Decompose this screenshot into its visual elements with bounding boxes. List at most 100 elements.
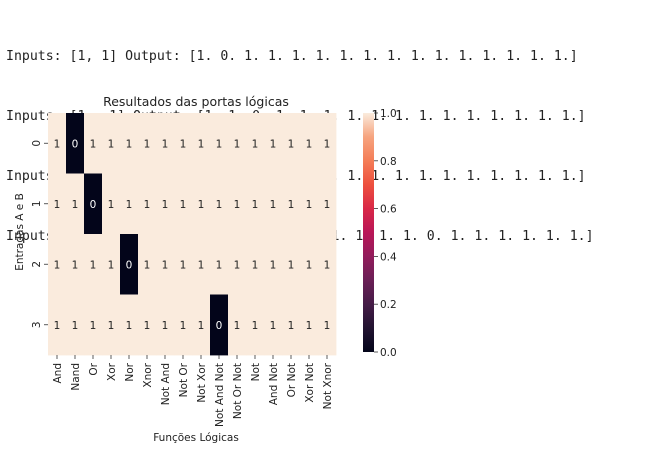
heatmap-cell [48,234,67,295]
cell-value-label: 1 [198,199,205,211]
heatmap-cell [66,294,85,356]
cell-value-label: 1 [180,320,187,332]
chart-title: Resultados das portas lógicas [103,94,289,109]
heatmap-cell [120,173,139,235]
heatmap-cell [264,234,283,295]
x-tick-label: Not [250,363,262,381]
heatmap-cell [300,173,319,235]
heatmap-cell [174,294,193,356]
cell-value-label: 1 [90,320,97,332]
heatmap-cell [156,173,175,235]
cell-value-label: 1 [198,320,205,332]
heatmap-cell [102,294,121,356]
colorbar-tick-label: 0.8 [380,156,397,168]
x-tick-label: Xor Not [304,363,316,403]
cell-value-label: 1 [216,199,223,211]
cell-value-label: 1 [324,199,331,211]
colorbar-tick-label: 1.0 [380,108,397,120]
cell-value-label: 1 [252,259,259,271]
cell-value-label: 1 [306,199,313,211]
cell-value-label: 1 [306,259,313,271]
x-tick-label: Nor [124,362,136,381]
cell-value-label: 1 [72,320,79,332]
cell-value-label: 1 [108,199,115,211]
cell-value-label: 1 [54,138,61,150]
x-tick-label: Xnor [142,362,154,387]
cell-value-label: 1 [54,320,61,332]
x-tick-label: Or [88,362,100,375]
heatmap-cell [246,294,265,356]
heatmap-cell [138,294,157,356]
colorbar-tick-label: 0.0 [380,347,397,359]
heatmap-cell [282,173,301,235]
heatmap-cell [138,113,157,174]
heatmap-cell [300,294,319,356]
heatmap-cell [84,234,103,295]
cell-value-label: 1 [90,138,97,150]
heatmap-cell [102,234,121,295]
y-axis-label: Entradas A e B [14,193,26,271]
heatmap-cell [264,113,283,174]
cell-value-label: 1 [162,259,169,271]
cell-value-label: 1 [270,320,277,332]
heatmap-cell [66,173,85,235]
heatmap-cell [210,113,229,174]
heatmap-cell [138,173,157,235]
cell-value-label: 1 [144,259,151,271]
x-tick-label: Not Xor [196,362,208,402]
x-tick-label: Or Not [286,363,298,397]
cell-value-label: 1 [198,259,205,271]
cell-value-label: 1 [288,138,295,150]
colorbar-tick-label: 0.4 [380,251,397,263]
heatmap-cell [228,234,247,295]
y-tick-label: 2 [31,261,43,268]
cell-value-label: 1 [180,199,187,211]
cell-value-label: 1 [126,199,133,211]
heatmap-cell [192,173,211,235]
cell-value-label: 1 [306,320,313,332]
heatmap-cell [300,234,319,295]
heatmap-cell [246,113,265,174]
heatmap-cell [48,173,67,235]
heatmap-cell [66,234,85,295]
cell-value-label: 1 [234,259,241,271]
y-tick-label: 3 [31,321,43,328]
x-tick-label: Not Xnor [322,362,334,409]
cell-value-label: 1 [180,138,187,150]
cell-value-label: 1 [144,138,151,150]
heatmap-cell [318,234,337,295]
colorbar-gradient [363,113,374,352]
heatmap-cell [174,234,193,295]
heatmap-cell [264,294,283,356]
heatmap-cell [120,234,139,295]
heatmap-cell [282,234,301,295]
x-tick-label: Not And Not [214,363,226,427]
heatmap-cell [192,234,211,295]
cell-value-label: 1 [162,138,169,150]
cell-value-label: 1 [90,259,97,271]
heatmap-cell [156,294,175,356]
console-line: Inputs: [1, 1] Output: [1. 0. 1. 1. 1. 1… [6,49,578,64]
cell-value-label: 1 [54,259,61,271]
heatmap-cell [246,234,265,295]
cell-value-label: 1 [198,138,205,150]
x-tick-label: Not And [160,363,172,405]
heatmap-cell [246,173,265,235]
y-tick-label: 0 [31,140,43,147]
cell-value-label: 1 [252,138,259,150]
cell-value-label: 1 [252,320,259,332]
heatmap-cell [210,173,229,235]
x-axis-label: Funções Lógicas [153,432,239,444]
colorbar-ticks: 0.0 0.2 0.4 0.6 0.8 1.0 [374,108,397,359]
y-tick-label: 1 [31,200,43,207]
heatmap-cell [156,234,175,295]
cell-value-label: 1 [252,199,259,211]
heatmap-cell [264,173,283,235]
x-tick-label: And Not [268,363,280,405]
heatmap-cell [84,113,103,174]
cell-value-label: 1 [306,138,313,150]
cell-value-label: 1 [144,320,151,332]
cell-value-label: 0 [72,138,79,150]
x-tick-label: Not Or Not [232,363,244,419]
